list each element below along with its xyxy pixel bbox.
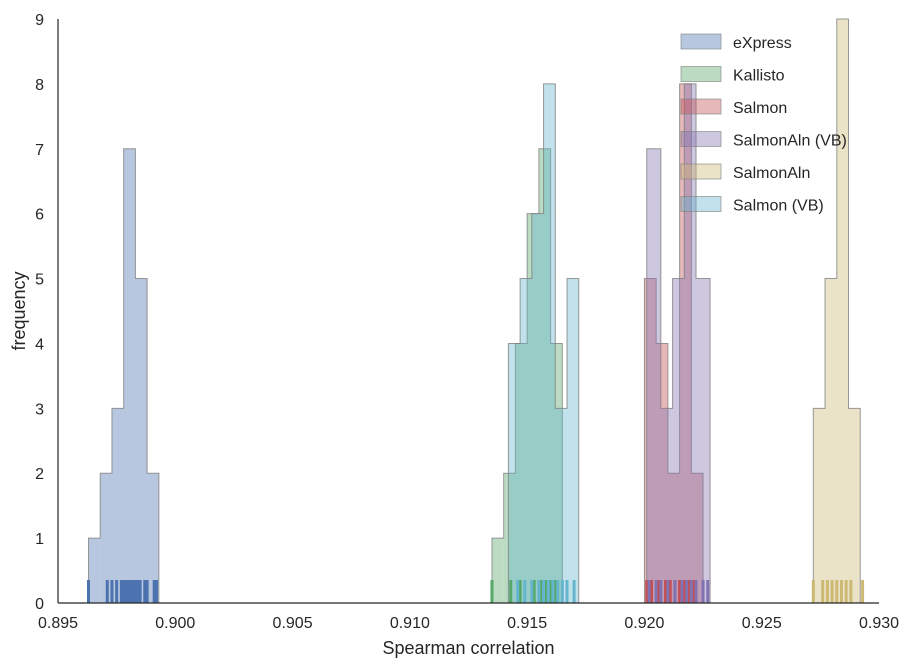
x-axis-label: Spearman correlation [382,638,554,658]
bar-express-5 [147,473,159,603]
bar-salmon-vb-2 [531,213,544,603]
legend-label-express: eXpress [733,35,792,52]
y-tick-label: 1 [35,531,44,548]
y-tick-label: 6 [35,207,44,224]
legend-label-kallisto: Kallisto [733,68,785,85]
bar-kallisto-0 [491,538,504,603]
bar-salmon-1 [656,343,668,603]
series-salmonaln [812,18,861,603]
bar-salmonaln-vb-1 [660,408,673,603]
legend-item-salmon: Salmon [680,98,787,117]
y-tick-label: 9 [35,12,44,29]
x-tick-label: 0.925 [742,615,782,632]
outline-salmonaln-vb [646,83,711,603]
legend-label-salmonaln-vb: SalmonAln (VB) [733,133,847,150]
legend-swatch-salmonaln-vb [680,131,722,147]
bar-kallisto-3 [527,213,539,603]
bar-salmonaln-vb-0 [646,148,661,603]
bar-salmonaln-2 [836,19,849,603]
bar-salmon-vb-5 [567,278,579,603]
x-tick-label: 0.930 [859,615,899,632]
bar-salmon-vb-1 [520,278,532,603]
series-express [87,148,160,603]
legend-swatch-salmon-vb [680,196,722,212]
bar-express-1 [100,473,112,603]
legend-label-salmon-vb: Salmon (VB) [733,198,824,215]
legend-item-salmonaln: SalmonAln [680,163,810,182]
bar-express-4 [135,278,148,603]
x-tick-label: 0.910 [390,615,430,632]
bar-salmonaln-vb-3 [684,83,697,603]
legend-item-express: eXpress [680,33,792,52]
y-tick-label: 5 [35,272,44,289]
bar-express-3 [123,148,136,603]
bar-kallisto-5 [550,343,563,603]
bar-salmonaln-vb-4 [696,278,711,603]
bar-kallisto-2 [515,343,528,603]
y-tick-label: 4 [35,336,44,353]
y-tick-label: 3 [35,401,44,418]
outline-salmon-vb [507,83,580,603]
series-salmonaln-vb [646,83,711,603]
bar-salmon-2 [667,473,680,603]
outline-salmonaln [812,18,861,603]
bar-kallisto-4 [538,148,551,603]
outline-express [87,148,160,603]
legend: eXpress Kallisto Salmon SalmonAln (VB) Salmo… [680,33,847,215]
legend-item-kallisto: Kallisto [680,66,785,85]
y-tick-label: 2 [35,466,44,483]
bar-salmon-3 [679,83,692,603]
bar-salmonaln-3 [848,408,861,603]
x-tick-label: 0.915 [507,615,547,632]
axes-layer: 0.895 0.900 0.905 0.910 0.915 0.920 0.925 0.930… [35,12,899,632]
bar-salmonaln-vb-2 [672,278,685,603]
rug-layer [86,580,865,603]
bar-salmon-0 [644,278,657,603]
series-salmon-vb [507,83,580,603]
bar-express-2 [111,408,124,603]
y-tick-label: 0 [35,596,44,613]
x-tick-label: 0.920 [624,615,664,632]
legend-swatch-kallisto [680,66,722,82]
y-tick-label: 8 [35,77,44,94]
bar-salmonaln-0 [813,408,826,603]
y-axis-label: frequency [9,271,29,350]
x-tick-label: 0.905 [273,615,313,632]
outline-salmon [643,83,704,603]
bar-kallisto-1 [503,473,516,603]
bar-salmon-vb-4 [555,408,568,603]
bar-salmon-vb-3 [543,83,556,603]
bar-salmonaln-1 [825,278,837,603]
legend-item-salmon-vb: Salmon (VB) [680,196,824,215]
bars-layer [87,18,861,603]
legend-swatch-salmonaln [680,163,722,180]
y-tick-label: 7 [35,142,44,159]
bar-salmon-4 [691,473,704,603]
legend-label-salmon: Salmon [733,100,787,117]
series-salmon [643,83,704,603]
legend-item-salmonaln-vb: SalmonAln (VB) [680,131,847,150]
legend-label-salmonaln: SalmonAln [733,165,810,182]
x-tick-label: 0.900 [155,615,195,632]
x-tick-label: 0.895 [38,615,78,632]
bar-salmon-vb-0 [508,343,521,603]
legend-swatch-express [680,33,722,50]
legend-swatch-salmon [680,98,722,115]
bar-express-0 [88,538,101,603]
